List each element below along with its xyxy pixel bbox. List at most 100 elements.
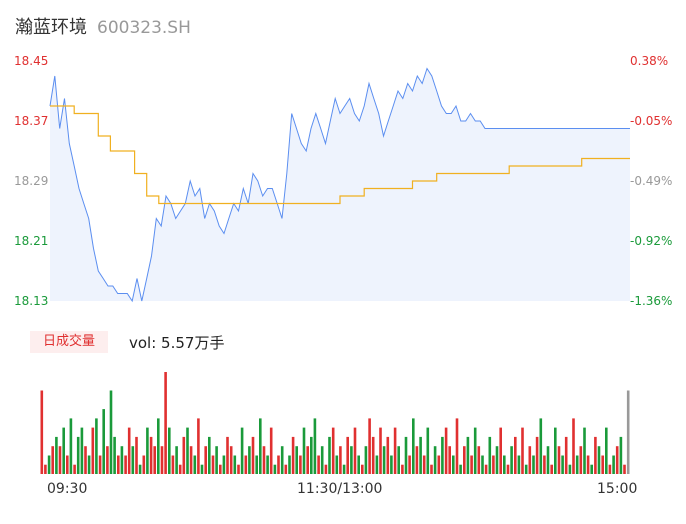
volume-bar [149, 436, 153, 474]
volume-bar [412, 418, 415, 474]
volume-bar [590, 464, 593, 474]
volume-bar [168, 427, 171, 474]
volume-bar [131, 446, 135, 474]
volume-bar [160, 446, 164, 474]
volume-bar [455, 418, 459, 474]
volume-bar [98, 455, 102, 474]
volume-bar [102, 409, 105, 474]
volume-bar [419, 436, 422, 474]
volume-bar [288, 455, 291, 474]
volume-bar [532, 455, 535, 474]
volume-bar [357, 455, 360, 474]
y-left-tick-4: 18.13 [14, 294, 49, 308]
volume-bar [113, 436, 116, 474]
volume-bar [408, 455, 411, 474]
volume-bar [346, 436, 349, 474]
volume-bar [612, 455, 615, 474]
volume-bar [401, 464, 404, 474]
volume-bar [284, 464, 288, 474]
volume-bar [379, 427, 382, 474]
volume-label: vol: 5.57万手 [129, 334, 225, 352]
volume-bar [535, 436, 539, 474]
volume-bar [146, 427, 149, 474]
volume-bar [499, 427, 502, 474]
volume-bar [331, 427, 335, 474]
volume-bar [262, 446, 266, 474]
volume-bar [175, 446, 178, 474]
volume-bar [481, 455, 484, 474]
volume-bar [251, 436, 255, 474]
volume-bar [597, 446, 601, 474]
volume-tag: 日成交量 [30, 331, 108, 353]
volume-bar [459, 464, 462, 474]
stock-name: 瀚蓝环境 [15, 17, 87, 38]
volume-bar [433, 446, 437, 474]
volume-bar [623, 464, 626, 474]
volume-bar [517, 455, 521, 474]
volume-bar [197, 418, 200, 474]
volume-bar [320, 446, 324, 474]
volume-bar [437, 455, 441, 474]
volume-bar [470, 455, 473, 474]
volume-bar [368, 418, 371, 474]
volume-bar [95, 418, 98, 474]
volume-bar [404, 436, 408, 474]
volume-bar [586, 455, 590, 474]
price-line [49, 67, 630, 303]
volume-bar [215, 446, 218, 474]
volume-bar [117, 455, 120, 474]
volume-bar [233, 455, 237, 474]
volume-bar [40, 390, 44, 474]
volume-bar [58, 446, 62, 474]
volume-bar [335, 455, 339, 474]
price-area [50, 68, 630, 301]
volume-bar [605, 427, 608, 474]
volume-bar [353, 427, 357, 474]
volume-bar [615, 446, 619, 474]
time-end: 15:00 [597, 481, 638, 497]
volume-bar [339, 446, 342, 474]
volume-bar [244, 455, 248, 474]
volume-bar [601, 455, 604, 474]
volume-bar [171, 455, 175, 474]
volume-bar [415, 446, 419, 474]
volume-bar [430, 464, 433, 474]
volume-bar [466, 436, 470, 474]
y-left-tick-1: 18.37 [14, 114, 49, 128]
volume-bar [546, 446, 550, 474]
volume-bar [441, 436, 444, 474]
volume-bar [484, 464, 488, 474]
volume-bar [277, 455, 280, 474]
volume-bar [273, 464, 277, 474]
volume-bar [554, 427, 557, 474]
volume-bar [120, 446, 124, 474]
volume-bar [619, 436, 623, 474]
volume-bar [69, 418, 73, 474]
volume-bar [550, 464, 553, 474]
volume-bar [495, 446, 499, 474]
volume-bar [44, 464, 47, 474]
volume-bar [524, 464, 528, 474]
volume-bar [259, 418, 262, 474]
volume-bar [313, 418, 317, 474]
volume-bar [608, 464, 612, 474]
volume-bar [91, 427, 95, 474]
volume-bar [539, 418, 543, 474]
time-mid: 11:30/13:00 [297, 481, 383, 497]
volume-bar [248, 446, 251, 474]
volume-bar [342, 464, 346, 474]
volume-bar [452, 455, 455, 474]
time-start: 09:30 [47, 481, 88, 497]
volume-bar [299, 455, 302, 474]
volume-bar [371, 436, 375, 474]
volume-bar [426, 427, 430, 474]
volume-bar [237, 464, 240, 474]
volume-bar [361, 464, 364, 474]
volume-bar [269, 427, 273, 474]
y-right-tick-3: -0.92% [630, 234, 673, 248]
volume-bar [240, 427, 244, 474]
volume-bar [84, 446, 87, 474]
volume-bar [153, 446, 156, 474]
volume-bar [226, 436, 229, 474]
volume-bar [463, 446, 466, 474]
